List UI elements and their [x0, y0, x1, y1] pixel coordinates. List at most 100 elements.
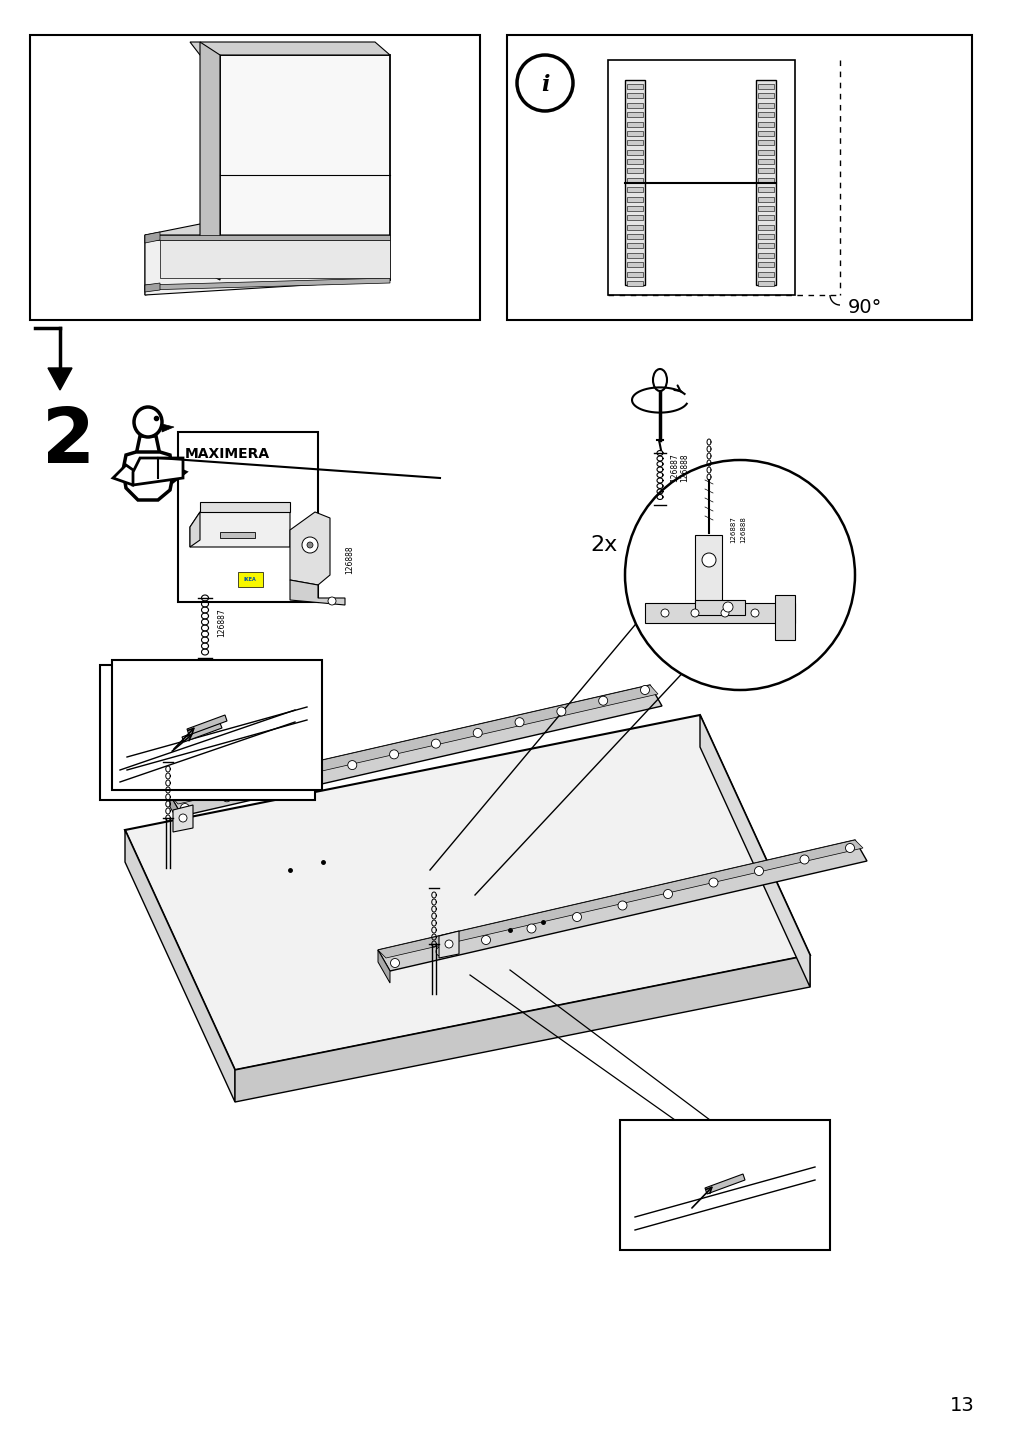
- Polygon shape: [125, 831, 235, 1103]
- Circle shape: [663, 889, 672, 898]
- Bar: [112, 660, 321, 790]
- Circle shape: [625, 460, 854, 690]
- Bar: [507, 34, 971, 319]
- Bar: [178, 432, 317, 601]
- Polygon shape: [200, 42, 219, 281]
- Bar: [627, 206, 642, 211]
- Polygon shape: [190, 513, 200, 547]
- Bar: [219, 533, 255, 538]
- Text: 126888: 126888: [345, 546, 354, 574]
- Polygon shape: [378, 949, 389, 982]
- Bar: [757, 159, 773, 165]
- Bar: [627, 122, 642, 126]
- Circle shape: [750, 609, 758, 617]
- Circle shape: [264, 782, 273, 790]
- Bar: [627, 243, 642, 249]
- Polygon shape: [145, 235, 389, 241]
- Polygon shape: [439, 931, 459, 958]
- Bar: [627, 159, 642, 165]
- Polygon shape: [695, 536, 721, 603]
- Circle shape: [527, 924, 536, 934]
- Polygon shape: [132, 458, 183, 485]
- Polygon shape: [182, 723, 221, 742]
- Polygon shape: [290, 513, 330, 586]
- Polygon shape: [378, 841, 866, 971]
- Circle shape: [306, 541, 312, 548]
- Text: IKEA: IKEA: [244, 577, 256, 581]
- Bar: [627, 253, 642, 258]
- Polygon shape: [190, 42, 389, 54]
- Circle shape: [179, 813, 187, 822]
- Polygon shape: [700, 715, 809, 987]
- Polygon shape: [170, 795, 182, 828]
- Bar: [757, 103, 773, 107]
- Circle shape: [844, 843, 853, 852]
- Text: 90°: 90°: [847, 298, 882, 316]
- Bar: [627, 130, 642, 136]
- Bar: [627, 188, 642, 192]
- Circle shape: [640, 686, 649, 695]
- Bar: [757, 84, 773, 89]
- Circle shape: [709, 878, 717, 886]
- Bar: [627, 233, 642, 239]
- Circle shape: [305, 772, 314, 780]
- Bar: [757, 272, 773, 276]
- Bar: [757, 112, 773, 117]
- Polygon shape: [173, 805, 193, 832]
- Polygon shape: [235, 955, 809, 1103]
- Text: i: i: [540, 74, 549, 96]
- Circle shape: [390, 958, 399, 968]
- Circle shape: [720, 609, 728, 617]
- Circle shape: [556, 707, 565, 716]
- Polygon shape: [145, 235, 389, 295]
- Polygon shape: [290, 580, 345, 604]
- Bar: [238, 571, 263, 587]
- Polygon shape: [125, 715, 809, 1070]
- Circle shape: [431, 739, 440, 748]
- Bar: [627, 281, 642, 286]
- Bar: [757, 206, 773, 211]
- Bar: [627, 196, 642, 202]
- Circle shape: [301, 537, 317, 553]
- Bar: [627, 215, 642, 221]
- Circle shape: [180, 803, 189, 812]
- Bar: [757, 93, 773, 99]
- Bar: [627, 169, 642, 173]
- Bar: [100, 664, 314, 800]
- Bar: [757, 225, 773, 229]
- Polygon shape: [113, 465, 135, 485]
- Polygon shape: [170, 684, 661, 816]
- Text: 2: 2: [42, 405, 95, 478]
- Bar: [627, 150, 642, 155]
- Ellipse shape: [133, 407, 162, 437]
- Bar: [627, 178, 642, 183]
- Text: 2x: 2x: [589, 536, 617, 556]
- Ellipse shape: [652, 369, 666, 391]
- Bar: [757, 262, 773, 268]
- Circle shape: [517, 54, 572, 112]
- Bar: [620, 1120, 829, 1250]
- Bar: [608, 60, 795, 295]
- Polygon shape: [378, 841, 862, 958]
- Circle shape: [702, 553, 716, 567]
- Bar: [757, 188, 773, 192]
- Circle shape: [572, 912, 581, 922]
- Text: 126888: 126888: [679, 454, 688, 483]
- Bar: [627, 140, 642, 145]
- Polygon shape: [644, 603, 795, 623]
- Bar: [627, 93, 642, 99]
- Text: 126887: 126887: [216, 609, 225, 637]
- Polygon shape: [695, 600, 744, 614]
- Bar: [757, 130, 773, 136]
- Circle shape: [328, 597, 336, 604]
- Circle shape: [348, 760, 357, 769]
- Polygon shape: [145, 221, 219, 295]
- Bar: [757, 215, 773, 221]
- Circle shape: [599, 696, 607, 705]
- Bar: [757, 243, 773, 249]
- Bar: [627, 225, 642, 229]
- Circle shape: [445, 939, 453, 948]
- Polygon shape: [190, 513, 290, 547]
- Polygon shape: [145, 278, 389, 291]
- Bar: [755, 80, 775, 285]
